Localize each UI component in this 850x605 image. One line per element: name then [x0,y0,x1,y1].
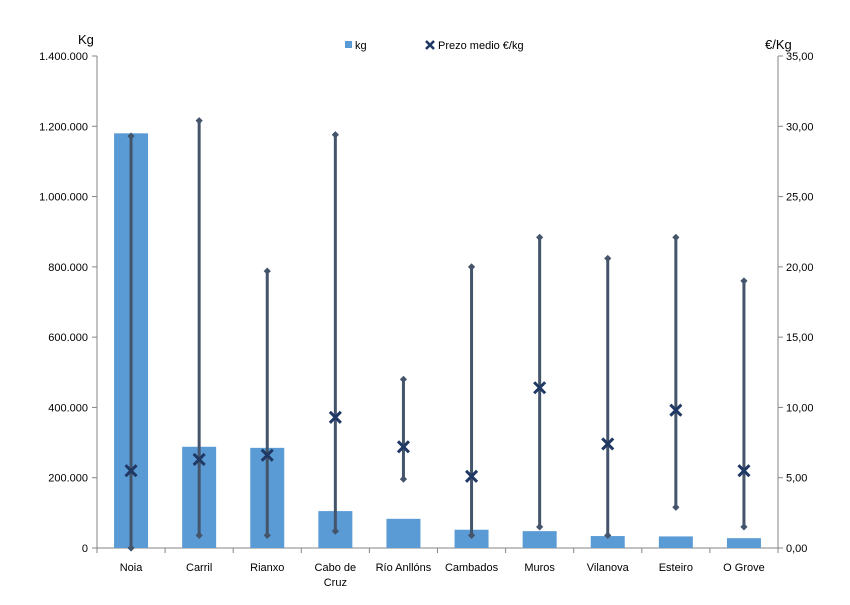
category-label: Cruz [324,577,347,589]
left-tick-label: 1.200.000 [39,121,88,133]
category-label: Vilanova [587,562,630,574]
price-min-marker-2 [263,531,271,539]
category-labels: Noia Carril Rianxo Cabo de Cruz Río Anllóns Ca… [96,548,779,589]
price-max-marker-2 [263,267,271,275]
price-max-marker-8 [672,233,680,241]
right-tick-label: 0,00 [786,543,807,555]
bar-kg-8 [658,536,693,548]
legend-price-marker [425,40,435,50]
left-tick-label: 400.000 [48,402,88,414]
right-tick-label: 35,00 [786,51,814,63]
price-min-marker-5 [467,531,476,539]
right-axis-title: €/Kg [765,37,792,52]
right-tick-label: 10,00 [786,402,814,414]
price-avg-marker-4 [396,440,411,454]
category-label: Rianxo [250,562,284,574]
left-tick-label: 1.400.000 [39,51,88,63]
category-label: Noia [120,562,144,574]
price-min-marker-6 [536,523,544,531]
price-max-marker-5 [467,263,476,271]
bar-kg-9 [726,538,761,548]
price-max-marker-6 [536,233,544,241]
left-tick-label: 600.000 [48,332,88,344]
price-max-marker-7 [604,254,612,263]
price-range-series [127,117,748,552]
bar-kg-4 [386,518,421,548]
price-avg-marker-8 [669,403,683,417]
price-min-marker-9 [740,523,748,531]
category-label: Esteiro [659,562,693,574]
price-min-marker-4 [399,475,408,483]
left-tick-label: 800.000 [48,262,88,274]
right-tick-label: 15,00 [786,332,814,344]
price-avg-marker-1 [192,452,206,467]
category-label: Muros [524,562,555,574]
price-max-marker-4 [399,375,408,383]
legend: kg Prezo medio €/kg [345,40,524,52]
price-avg-marker-6 [533,381,547,395]
legend-kg-label: kg [355,40,367,52]
right-tick-label: 25,00 [786,192,814,204]
category-label: Carril [186,562,212,574]
left-axis-ticks: 0 200.000 400.000 600.000 800.000 1.000.000 1.… [39,51,97,555]
right-tick-label: 20,00 [786,262,814,274]
bar-series-kg [114,133,761,549]
bar-kg-6 [522,531,557,548]
left-tick-label: 0 [82,543,88,555]
price-max-marker-3 [331,131,339,139]
left-tick-label: 1.000.000 [39,192,88,204]
category-label: Río Anllóns [376,562,432,574]
price-min-marker-1 [195,531,203,539]
price-avg-marker-5 [464,469,479,483]
right-tick-label: 5,00 [786,473,807,485]
price-avg-marker-7 [601,437,615,451]
price-min-marker-3 [331,527,339,535]
price-avg-marker-3 [328,410,342,424]
category-label: Cabo de [315,562,357,574]
price-avg-marker-9 [737,464,751,478]
price-min-marker-8 [672,503,680,511]
bar-kg-7 [590,536,625,548]
price-min-marker-7 [604,531,612,539]
price-avg-marker-0 [124,464,138,478]
price-marker-series [124,381,751,483]
legend-price-label: Prezo medio €/kg [438,40,524,52]
right-axis-ticks: 0,00 5,00 10,00 15,00 20,00 25,00 30,00 35,00 [778,51,814,555]
price-min-marker-0 [127,544,135,552]
price-max-marker-0 [127,132,135,140]
right-tick-label: 30,00 [786,121,814,133]
price-max-marker-9 [740,277,748,285]
left-tick-label: 200.000 [48,473,88,485]
category-label: O Grove [723,562,765,574]
price-avg-marker-2 [260,448,274,462]
legend-kg-swatch [345,41,352,48]
left-axis-title: Kg [78,32,94,47]
price-max-marker-1 [195,117,203,125]
category-label: Cambados [445,562,499,574]
